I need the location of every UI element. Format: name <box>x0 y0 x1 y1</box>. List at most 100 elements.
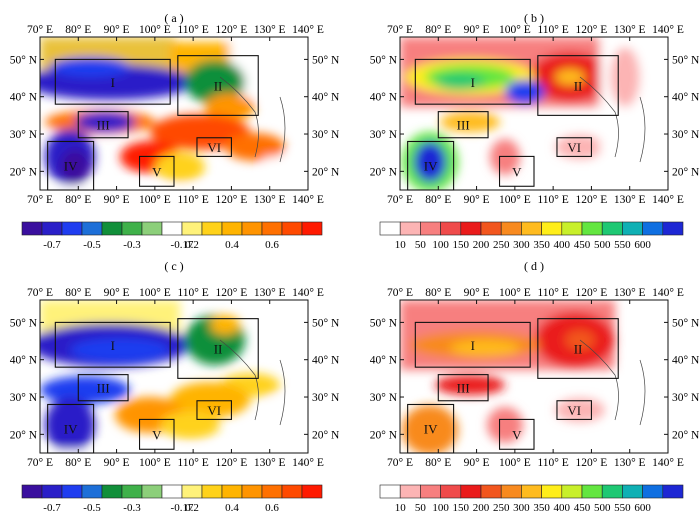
colorbar-label: 10 <box>395 502 407 514</box>
region-label: III <box>457 381 470 396</box>
colorbar-label: 0.6 <box>265 502 279 514</box>
colorbar-swatch <box>201 484 223 499</box>
colorbar-swatch <box>561 484 583 499</box>
colorbar-swatch <box>581 484 603 499</box>
lon-tick-label: 90° E <box>104 194 130 206</box>
lon-tick-label: 130° E <box>614 194 646 206</box>
colorbar-swatch <box>622 484 643 499</box>
colorbar-label: 0.4 <box>225 239 239 251</box>
colorbar-swatch <box>101 484 123 499</box>
lat-tick-label: 40° N <box>10 355 38 367</box>
lat-tick-label: 30° N <box>10 129 38 141</box>
colorbar-swatch <box>581 221 603 236</box>
colorbar-swatch <box>420 484 441 499</box>
region-box <box>437 111 489 139</box>
lat-tick-label: 20° N <box>312 166 340 178</box>
colorbar-swatch <box>500 221 522 236</box>
lon-tick-label: 130° E <box>614 24 646 36</box>
axis-ticks: 70° E 70° E 80° E 80° E 90° E 90° E 100° E 100°… <box>10 24 700 469</box>
region-label: VI <box>567 403 581 418</box>
lat-tick-label: 30° N <box>10 392 38 404</box>
panel-c-title: ( c ) <box>164 259 183 273</box>
lat-tick-label: 50° N <box>312 54 340 66</box>
colorbar-label: -0.3 <box>123 502 141 514</box>
region-label: I <box>471 75 475 90</box>
colorbar-swatch <box>440 221 462 236</box>
lat-tick-label: 30° N <box>312 129 340 141</box>
lat-tick-label: 30° N <box>312 392 340 404</box>
lat-tick-label: 40° N <box>672 355 700 367</box>
colorbar-swatch <box>81 484 103 499</box>
lon-tick-label: 140° E <box>652 24 684 36</box>
colorbar-swatch <box>642 221 664 236</box>
region-label: II <box>214 342 223 357</box>
lon-tick-label: 100° E <box>139 194 171 206</box>
colorbar-swatch <box>201 221 223 236</box>
colorbar-swatch <box>241 221 263 236</box>
lon-tick-label: 140° E <box>292 24 324 36</box>
panel-b-title: ( b ) <box>524 11 544 25</box>
lon-tick-label: 80° E <box>65 24 91 36</box>
lon-tick-label: 70° E <box>27 457 53 469</box>
region-label: IV <box>64 422 78 437</box>
lon-tick-label: 100° E <box>499 287 531 299</box>
colorbar-label: 150 <box>453 239 470 251</box>
lon-tick-label: 130° E <box>254 457 286 469</box>
colorbar-swatch <box>379 221 401 236</box>
colorbar-label: -0.5 <box>83 502 101 514</box>
lat-tick-label: 50° N <box>370 54 398 66</box>
lon-tick-label: 70° E <box>387 194 413 206</box>
lon-tick-label: 110° E <box>537 287 568 299</box>
lon-tick-label: 140° E <box>652 457 684 469</box>
lon-tick-label: 120° E <box>216 24 248 36</box>
colorbar-swatch <box>41 484 63 499</box>
lat-tick-label: 40° N <box>672 92 700 104</box>
region-box <box>537 318 619 379</box>
region-box <box>138 418 175 450</box>
lon-tick-label: 120° E <box>216 194 248 206</box>
lon-tick-label: 80° E <box>65 457 91 469</box>
lat-tick-label: 40° N <box>370 92 398 104</box>
lon-tick-label: 140° E <box>652 194 684 206</box>
colorbar-swatch <box>541 221 563 236</box>
lon-tick-label: 100° E <box>139 24 171 36</box>
lon-tick-label: 100° E <box>499 24 531 36</box>
colorbar-label: 400 <box>554 502 571 514</box>
colorbar-swatch <box>281 221 303 236</box>
lon-tick-label: 110° E <box>537 194 568 206</box>
region-box <box>77 374 129 402</box>
colorbar-label: 100 <box>432 502 449 514</box>
colorbar-label: 250 <box>493 239 510 251</box>
region-box <box>414 58 531 105</box>
lon-tick-label: 110° E <box>537 24 568 36</box>
lat-tick-label: 20° N <box>312 429 340 441</box>
lon-tick-label: 140° E <box>292 287 324 299</box>
colorbar-swatch <box>642 484 664 499</box>
colorbar-swatch <box>121 221 143 236</box>
lat-tick-label: 20° N <box>672 429 700 441</box>
lon-tick-label: 130° E <box>254 287 286 299</box>
lon-tick-label: 140° E <box>292 457 324 469</box>
lon-tick-label: 70° E <box>27 287 53 299</box>
lat-tick-label: 50° N <box>672 317 700 329</box>
lat-tick-label: 30° N <box>672 129 700 141</box>
colorbar-swatch <box>420 221 441 236</box>
panel-a-title: ( a ) <box>164 11 183 25</box>
colorbar-swatch <box>21 221 43 236</box>
colorbar-label: 450 <box>574 239 591 251</box>
colorbar-label: 0.2 <box>185 502 199 514</box>
colorbar-swatch <box>141 484 163 499</box>
lat-tick-label: 20° N <box>672 166 700 178</box>
colorbar-label: 500 <box>594 239 611 251</box>
colorbar-label: 500 <box>594 502 611 514</box>
colorbar-diverging: -0.7 -0.5 -0.3 -0.170.2 0.4 0.6 <box>21 484 323 514</box>
lon-tick-label: 80° E <box>65 287 91 299</box>
lat-tick-label: 20° N <box>10 166 38 178</box>
